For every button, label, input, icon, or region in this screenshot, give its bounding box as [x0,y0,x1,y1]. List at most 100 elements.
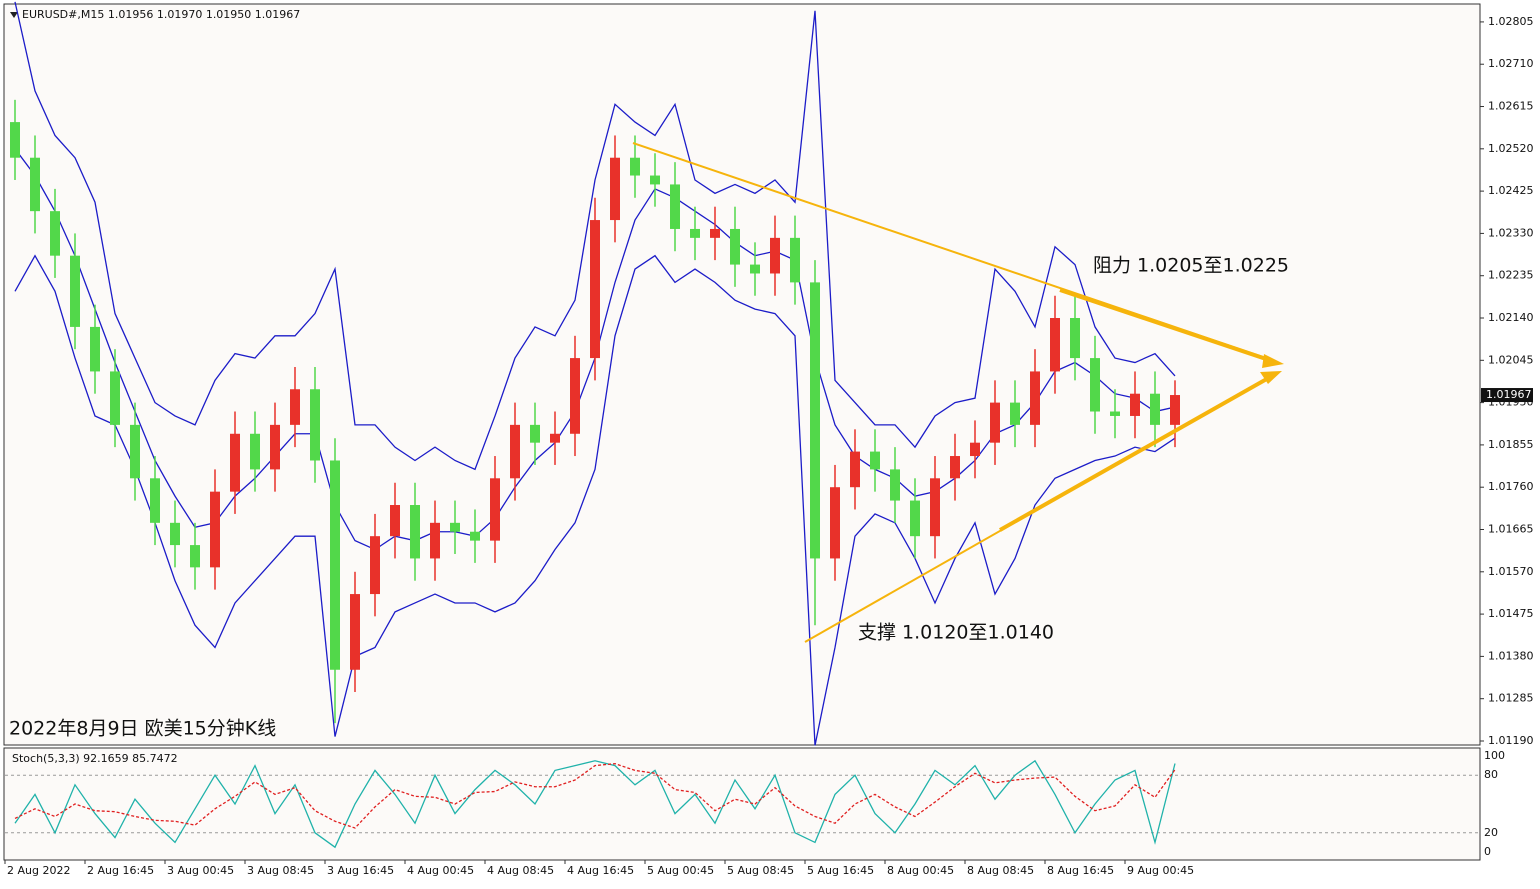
y-tick-label: 1.01380 [1488,649,1534,662]
support-note: 支撑 1.0120至1.0140 [858,622,1054,644]
candle-body [190,545,200,568]
candle-body [630,157,640,176]
candle-body [670,184,680,229]
stoch-header: Stoch(5,3,3) 92.1659 85.7472 [12,752,178,765]
candle-body [390,505,400,537]
candle-body [850,451,860,488]
x-tick-label: 8 Aug 00:45 [887,864,954,877]
y-tick-label: 1.01665 [1488,523,1534,536]
x-tick-label: 2 Aug 16:45 [87,864,154,877]
candle-body [750,264,760,274]
y-tick-label: 1.01285 [1488,692,1534,705]
candle-body [490,478,500,541]
plot-layer: 1.01190 1.01285 1.01380 1.01475 1.01570 1.016… [4,1,1534,877]
candle-body [30,157,40,212]
x-tick-label: 5 Aug 08:45 [727,864,794,877]
y-tick-label: 1.01475 [1488,607,1534,620]
candle-body [1090,358,1100,412]
candle-body [690,228,700,238]
y-tick-label: 1.02140 [1488,311,1534,324]
candle-body [1110,411,1120,416]
candle-body [210,491,220,568]
candle-body [50,211,60,256]
chart-caption: 2022年8月9日 欧美15分钟K线 [9,718,276,740]
x-tick-label: 5 Aug 00:45 [647,864,714,877]
stoch-panel [3,747,1481,861]
bollinger-band [14,254,1176,746]
support-line-bold [999,374,1273,532]
resistance-note: 阻力 1.0205至1.0225 [1093,255,1289,277]
y-tick-label: 1.02520 [1488,142,1534,155]
candle-body [1030,371,1040,425]
candle-body [530,424,540,443]
candle-body [370,536,380,595]
candle-body [290,389,300,425]
arrow-head [1262,354,1284,368]
candle-body [930,478,940,537]
bollinger-band [14,1,1176,471]
y-tick-label: 20 [1484,826,1498,839]
candle-body [1130,393,1140,416]
candle-body [130,424,140,479]
x-tick-label: 2 Aug 2022 [7,864,70,877]
candle-body [1050,318,1060,372]
candle-body [330,460,340,670]
candle-body [870,451,880,470]
candle-body [410,505,420,559]
y-tick-label: 100 [1484,749,1505,762]
y-tick-label: 0 [1484,845,1491,858]
y-tick-label: 1.02235 [1488,269,1534,282]
x-tick-label: 4 Aug 08:45 [487,864,554,877]
y-tick-label: 1.02805 [1488,15,1534,28]
candle-body [310,389,320,461]
main-panel [3,3,1481,746]
arrow-head [1260,371,1282,384]
y-tick-label: 1.02425 [1488,184,1534,197]
resistance-line-bold [1059,288,1273,363]
candle-body [470,531,480,541]
y-tick-label: 1.02615 [1488,100,1534,113]
candle-body [790,237,800,283]
candle-body [570,358,580,434]
candle-body [350,594,360,670]
y-tick-label: 80 [1484,768,1498,781]
candle-body [430,522,440,559]
y-tick-label: 1.01190 [1488,734,1534,747]
candle-body [650,175,660,185]
collapse-icon[interactable] [10,12,18,18]
candle-body [1150,393,1160,425]
x-tick-label: 4 Aug 16:45 [567,864,634,877]
candle-body [110,371,120,425]
candle-body [950,456,960,479]
symbol-header: EURUSD#,M15 1.01956 1.01970 1.01950 1.01… [22,8,300,21]
candle-body [250,433,260,470]
candle-body [10,122,20,158]
candle-body [990,402,1000,443]
candle-body [70,255,80,327]
candle-body [150,478,160,523]
candle-body [270,424,280,470]
candle-body [230,433,240,492]
candle-body [890,469,900,501]
x-tick-label: 5 Aug 16:45 [807,864,874,877]
x-tick-label: 8 Aug 16:45 [1047,864,1114,877]
candle-body [730,228,740,265]
x-tick-label: 3 Aug 08:45 [247,864,314,877]
x-tick-label: 9 Aug 00:45 [1127,864,1194,877]
x-tick-label: 4 Aug 00:45 [407,864,474,877]
candle-body [710,228,720,238]
stoch-signal [14,763,1176,829]
candle-body [810,282,820,559]
x-tick-label: 3 Aug 00:45 [167,864,234,877]
x-tick-label: 8 Aug 08:45 [967,864,1034,877]
candle-body [830,487,840,559]
candle-body [1070,318,1080,359]
candle-body [970,442,980,457]
stoch-main [14,759,1176,849]
candle-body [910,500,920,537]
candle-body [610,157,620,221]
candle-body [450,522,460,532]
y-tick-label: 1.01760 [1488,480,1534,493]
y-tick-label: 1.02710 [1488,57,1534,70]
